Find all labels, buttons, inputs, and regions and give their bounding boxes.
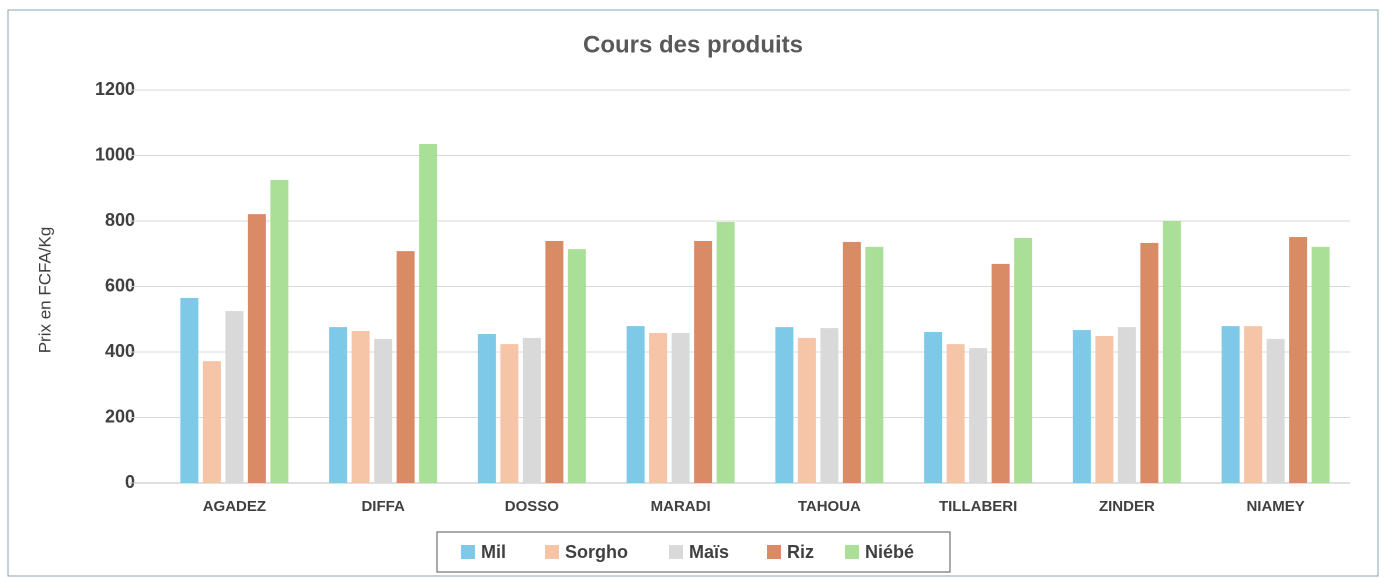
bar [1014, 238, 1033, 483]
y-tick-label: 1200 [95, 79, 135, 99]
bar [820, 328, 839, 483]
bar [797, 337, 816, 483]
x-tick-label: TAHOUA [798, 498, 861, 515]
legend-label: Mil [481, 542, 506, 562]
y-axis-label: Prix en FCFA/Kg [35, 227, 54, 354]
legend-label: Niébé [865, 542, 914, 562]
y-tick-label: 0 [125, 472, 135, 492]
bar [1244, 326, 1263, 483]
bar [1162, 221, 1181, 483]
bar [1072, 330, 1091, 483]
legend-box [436, 531, 951, 573]
legend-swatch [461, 545, 475, 559]
bar [1095, 335, 1114, 483]
bar [865, 246, 884, 483]
y-tick-label: 800 [105, 210, 135, 230]
bar [500, 344, 519, 483]
bar [329, 327, 348, 483]
bar [545, 240, 564, 483]
bar [374, 338, 393, 483]
bar [247, 214, 266, 483]
bar [270, 180, 289, 483]
x-tick-label: DIFFA [361, 498, 404, 515]
x-tick-label: TILLABERI [939, 498, 1017, 515]
bar [1221, 326, 1240, 483]
x-tick-label: DOSSO [505, 498, 560, 515]
bar [522, 337, 541, 483]
y-tick-label: 400 [105, 341, 135, 361]
bar [842, 241, 861, 483]
legend-swatch [545, 545, 559, 559]
bar [567, 249, 586, 483]
bar [1289, 237, 1308, 483]
bar [1311, 246, 1330, 483]
chart-title: Cours des produits [583, 31, 803, 58]
bar [1117, 327, 1136, 483]
x-tick-label: NIAMEY [1246, 498, 1304, 515]
bar [202, 361, 221, 483]
bar [775, 327, 794, 483]
x-tick-label: MARADI [651, 498, 711, 515]
bar [991, 263, 1010, 483]
bar [225, 311, 244, 483]
bar [351, 331, 370, 483]
x-tick-label: ZINDER [1099, 498, 1155, 515]
bar [969, 348, 988, 483]
y-tick-label: 600 [105, 275, 135, 295]
bar [1266, 338, 1285, 483]
bar [716, 221, 735, 484]
bar [671, 333, 690, 483]
legend-label: Sorgho [565, 542, 628, 562]
bar [180, 297, 199, 483]
bar [626, 326, 645, 483]
bar [396, 251, 415, 483]
legend-label: Maïs [689, 542, 729, 562]
bar [924, 332, 943, 483]
bar [1140, 242, 1159, 483]
legend-label: Riz [787, 542, 814, 562]
bar [694, 240, 713, 483]
legend-swatch [845, 545, 859, 559]
bar [946, 344, 965, 483]
legend-swatch [767, 545, 781, 559]
bar [477, 333, 496, 483]
y-tick-label: 1000 [95, 144, 135, 164]
bar [419, 144, 438, 483]
y-tick-label: 200 [105, 406, 135, 426]
bar [649, 333, 668, 483]
x-tick-label: AGADEZ [203, 498, 266, 515]
legend-swatch [669, 545, 683, 559]
